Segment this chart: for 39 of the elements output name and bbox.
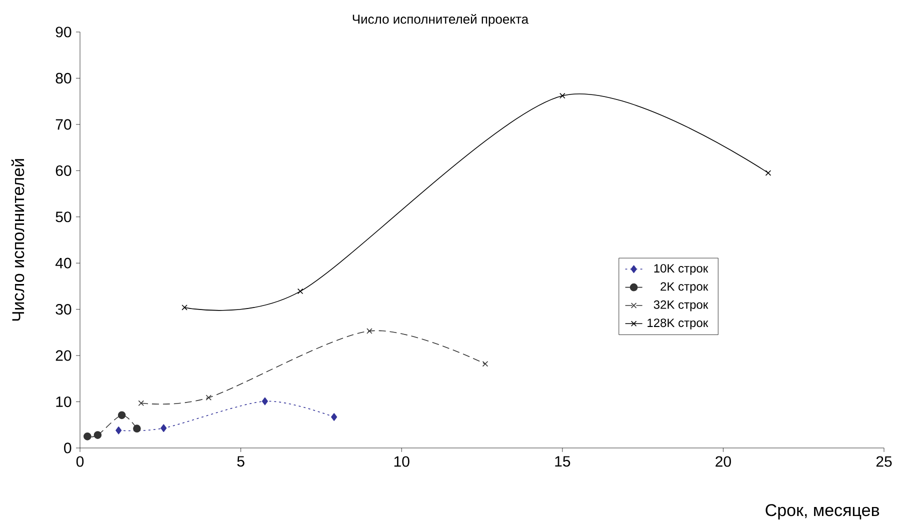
legend-label: 2K строк: [660, 282, 708, 294]
y-tick-label: 20: [56, 350, 72, 361]
y-tick-label: 70: [56, 119, 72, 130]
x-tick-label: 20: [716, 456, 731, 467]
x-axis-title: Срок, месяцев: [766, 504, 880, 520]
x-tick-label: 5: [237, 456, 244, 467]
y-tick-label: 40: [55, 258, 72, 268]
point: [133, 424, 141, 432]
y-axis-title: Число исполнителей: [11, 159, 24, 321]
chart-title: Число исполнителей проекта: [352, 14, 529, 26]
point: [138, 400, 144, 406]
point: [116, 426, 122, 434]
x-tick-label: 25: [876, 456, 892, 467]
point: [182, 304, 188, 310]
point: [94, 431, 102, 439]
point: [262, 397, 268, 406]
point: [206, 394, 212, 400]
x-tick-label: 10: [394, 456, 410, 467]
point: [297, 288, 304, 294]
legend-label: 10K строк: [654, 264, 708, 275]
point: [482, 360, 488, 367]
point: [331, 413, 338, 421]
y-tick-label: 80: [56, 72, 72, 84]
y-tick-label: 10: [56, 396, 72, 408]
y-tick-label: 60: [56, 165, 72, 176]
x-tick-label: 15: [555, 456, 570, 467]
y-tick-label: 50: [56, 212, 72, 222]
point: [765, 170, 772, 176]
legend-label: 32K строк: [654, 300, 708, 312]
point: [560, 92, 566, 99]
legend-label: 128K строк: [648, 318, 708, 330]
point: [84, 432, 92, 440]
point: [160, 424, 167, 432]
point: [366, 328, 372, 334]
y-tick-label: 0: [64, 442, 72, 454]
y-tick-label: 30: [56, 304, 72, 315]
y-tick-label: 90: [56, 26, 72, 38]
point: [118, 411, 126, 420]
x-tick-label: 0: [76, 456, 84, 467]
